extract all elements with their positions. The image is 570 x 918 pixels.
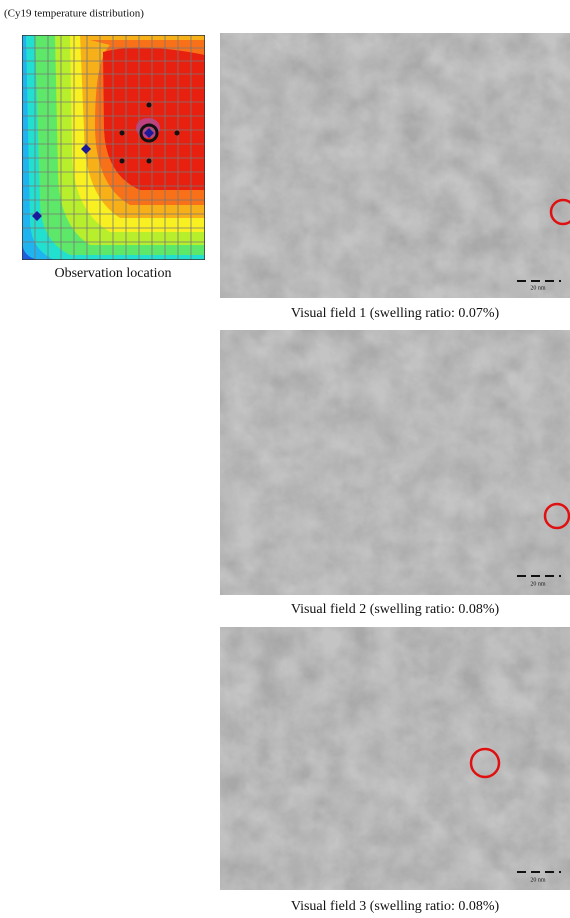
scale-label: 20 nm: [530, 877, 546, 883]
field-caption: Visual field 1 (swelling ratio: 0.07%): [291, 306, 500, 321]
scale-label: 20 nm: [530, 285, 546, 291]
temperature-map: [22, 35, 205, 260]
field-2: 20 nm: [220, 330, 570, 595]
field-3: 20 nm: [220, 627, 570, 890]
page: (Cy19 temperature distribution) Observat…: [0, 0, 570, 918]
figure: (Cy19 temperature distribution) Observat…: [0, 0, 570, 918]
field-caption: Visual field 3 (swelling ratio: 0.08%): [291, 899, 500, 914]
field-caption: Visual field 2 (swelling ratio: 0.08%): [291, 602, 500, 617]
field-1: 20 nm: [220, 33, 570, 298]
title: (Cy19 temperature distribution): [4, 8, 144, 20]
scale-label: 20 nm: [530, 581, 546, 587]
map-caption: Observation location: [54, 266, 171, 281]
